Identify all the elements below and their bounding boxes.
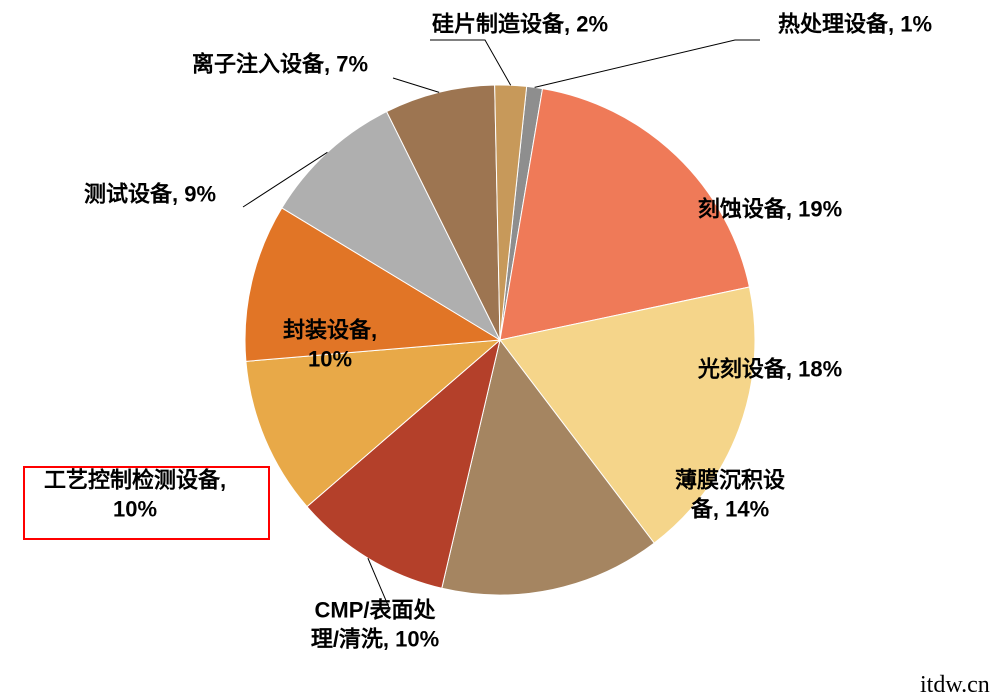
pie-chart-container: 热处理设备, 1% 刻蚀设备, 19% 光刻设备, 18% 薄膜沉积设 备, 14% C… <box>0 0 1000 695</box>
leader-line <box>535 40 760 87</box>
slice-label: 刻蚀设备, 19% <box>698 196 842 225</box>
leader-line <box>430 40 511 85</box>
slice-label: 硅片制造设备, 2% <box>432 11 608 40</box>
slice-label: 封装设备, 10% <box>283 316 377 373</box>
watermark-text: itdw.cn <box>920 672 990 695</box>
slice-label: 离子注入设备, 7% <box>192 51 368 80</box>
slice-label: CMP/表面处 理/清洗, 10% <box>311 596 439 653</box>
leader-line <box>393 78 439 92</box>
pie-chart-svg <box>0 0 1000 695</box>
slice-label: 光刻设备, 18% <box>698 356 842 385</box>
highlight-box <box>23 466 270 540</box>
slice-label: 热处理设备, 1% <box>778 11 932 40</box>
slice-label: 测试设备, 9% <box>84 181 216 210</box>
slice-label: 薄膜沉积设 备, 14% <box>675 466 785 523</box>
